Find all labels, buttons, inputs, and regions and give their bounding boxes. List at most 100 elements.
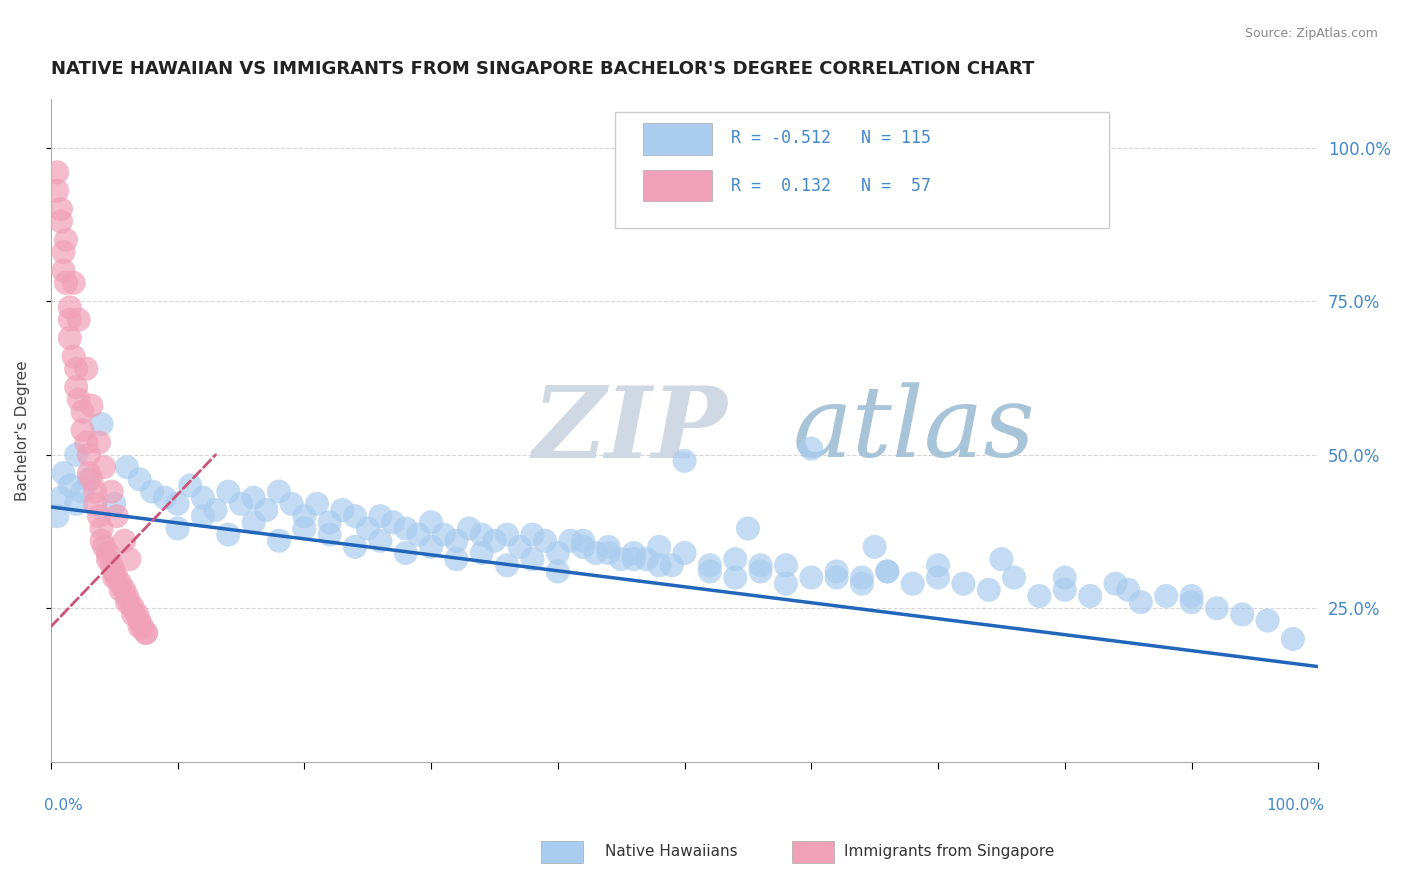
FancyBboxPatch shape <box>643 169 713 202</box>
Point <box>84 497 107 511</box>
Point <box>46 509 69 524</box>
Point <box>357 521 380 535</box>
Point <box>112 582 135 597</box>
Point <box>446 552 468 566</box>
Point <box>128 620 150 634</box>
Point <box>825 565 848 579</box>
Point <box>522 552 544 566</box>
Point <box>105 509 128 524</box>
Point <box>825 570 848 584</box>
Point <box>775 558 797 573</box>
Point <box>1180 589 1202 603</box>
Point <box>72 405 94 419</box>
Point <box>90 533 112 548</box>
Point <box>267 533 290 548</box>
Point <box>80 399 103 413</box>
Point <box>112 533 135 548</box>
Point <box>1129 595 1152 609</box>
Point <box>93 540 115 554</box>
Point <box>749 558 772 573</box>
Point <box>1002 570 1025 584</box>
Point <box>166 497 188 511</box>
Point <box>77 448 100 462</box>
Point <box>62 350 84 364</box>
Point <box>344 509 367 524</box>
Point <box>977 582 1000 597</box>
Point <box>77 472 100 486</box>
Point <box>458 521 481 535</box>
Point <box>72 484 94 499</box>
Point <box>484 533 506 548</box>
Point <box>90 521 112 535</box>
Point <box>749 565 772 579</box>
Point <box>59 312 82 326</box>
Point <box>1257 614 1279 628</box>
Point <box>254 503 277 517</box>
Text: ZIP: ZIP <box>533 382 727 478</box>
Point <box>471 527 494 541</box>
Point <box>97 552 120 566</box>
Point <box>560 533 582 548</box>
Point <box>135 625 157 640</box>
Point <box>93 460 115 475</box>
Point <box>153 491 176 505</box>
Point <box>446 533 468 548</box>
Point <box>610 552 633 566</box>
Point <box>75 435 97 450</box>
Text: NATIVE HAWAIIAN VS IMMIGRANTS FROM SINGAPORE BACHELOR'S DEGREE CORRELATION CHART: NATIVE HAWAIIAN VS IMMIGRANTS FROM SINGA… <box>51 60 1035 78</box>
Point <box>65 448 87 462</box>
Point <box>105 570 128 584</box>
Point <box>242 516 264 530</box>
Point <box>699 558 721 573</box>
Point <box>55 276 77 290</box>
Point <box>118 552 141 566</box>
Point <box>851 570 873 584</box>
Point <box>80 472 103 486</box>
Point <box>77 466 100 480</box>
Text: Native Hawaiians: Native Hawaiians <box>605 845 737 859</box>
Point <box>115 589 138 603</box>
Point <box>267 484 290 499</box>
Point <box>46 165 69 179</box>
Point <box>59 478 82 492</box>
Point <box>242 491 264 505</box>
Point <box>122 601 145 615</box>
Point <box>49 214 72 228</box>
Point <box>534 533 557 548</box>
Point <box>204 503 226 517</box>
Point <box>1180 595 1202 609</box>
Point <box>49 202 72 216</box>
Point <box>110 576 132 591</box>
Point <box>673 546 696 560</box>
FancyBboxPatch shape <box>614 112 1109 228</box>
Y-axis label: Bachelor's Degree: Bachelor's Degree <box>15 359 30 500</box>
Point <box>52 466 75 480</box>
Point <box>547 565 569 579</box>
Point <box>87 435 110 450</box>
Point <box>509 540 531 554</box>
Point <box>1053 582 1076 597</box>
Text: atlas: atlas <box>793 383 1035 478</box>
Point <box>382 516 405 530</box>
Point <box>1104 576 1126 591</box>
Point <box>863 540 886 554</box>
Point <box>952 576 974 591</box>
Point <box>395 546 418 560</box>
Point <box>648 540 671 554</box>
Point <box>496 558 519 573</box>
Point <box>927 558 949 573</box>
Point <box>103 497 125 511</box>
Point <box>1205 601 1227 615</box>
Text: R = -0.512   N = 115: R = -0.512 N = 115 <box>731 129 931 147</box>
Point <box>876 565 898 579</box>
Point <box>471 546 494 560</box>
Point <box>292 521 315 535</box>
Point <box>72 423 94 437</box>
Point <box>115 460 138 475</box>
Point <box>191 491 214 505</box>
Point <box>990 552 1012 566</box>
Point <box>598 540 620 554</box>
Point <box>623 546 645 560</box>
Point <box>1053 570 1076 584</box>
Point <box>901 576 924 591</box>
